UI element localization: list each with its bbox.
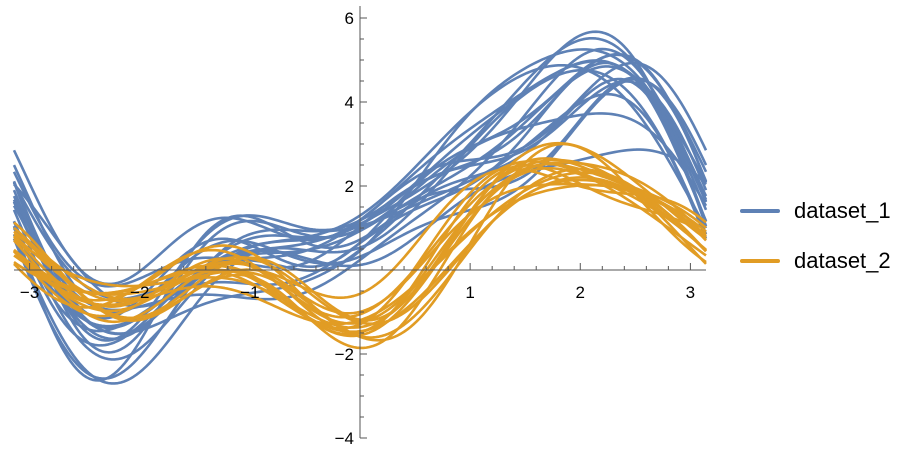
x-tick-label: 3 bbox=[686, 283, 695, 302]
x-tick-label: −3 bbox=[20, 283, 39, 302]
legend-swatch-dataset-1 bbox=[740, 209, 780, 213]
x-tick-label: −1 bbox=[240, 283, 259, 302]
y-tick-label: 4 bbox=[345, 93, 354, 112]
legend-label-dataset-2: dataset_2 bbox=[794, 248, 891, 273]
legend-label-dataset-1: dataset_1 bbox=[794, 198, 891, 223]
y-tick-label: −4 bbox=[335, 429, 354, 448]
legend: dataset_1 dataset_2 bbox=[740, 186, 891, 286]
legend-item-dataset-2: dataset_2 bbox=[740, 236, 891, 286]
x-tick-label: −2 bbox=[130, 283, 149, 302]
x-tick-label: 1 bbox=[465, 283, 474, 302]
legend-swatch-dataset-2 bbox=[740, 259, 780, 263]
axes: −3 −2 −1 1 2 3 −4 −2 2 4 6 bbox=[14, 6, 706, 448]
y-tick-label: −2 bbox=[335, 345, 354, 364]
legend-item-dataset-1: dataset_1 bbox=[740, 186, 891, 236]
y-tick-label: 2 bbox=[345, 177, 354, 196]
x-tick-label: 2 bbox=[576, 283, 585, 302]
y-tick-label: 6 bbox=[345, 9, 354, 28]
